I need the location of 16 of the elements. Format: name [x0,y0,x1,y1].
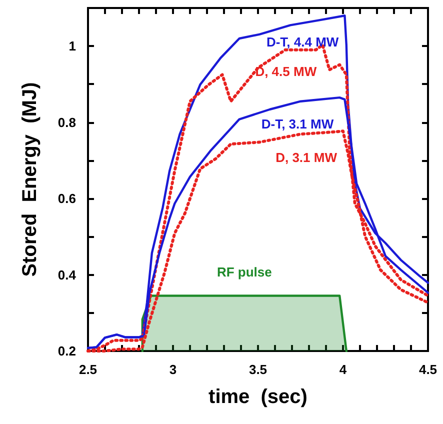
y-tick-label: 0.4 [58,267,77,282]
x-tick-label: 3.5 [248,362,268,377]
y-axis-title: Stored Energy (MJ) [19,82,41,277]
x-tick-label: 3 [169,362,177,377]
x-tick-label: 2.5 [78,362,98,377]
y-tick-label: 1 [68,38,76,54]
y-tick-label: 0.6 [58,191,76,206]
x-axis-title: time (sec) [208,386,308,408]
series-label: D-T, 4.4 MW [266,34,340,50]
y-tick-label: 0.8 [58,114,76,130]
x-tick-label: 4 [339,362,348,377]
series-label: D-T, 3.1 MW [261,116,334,132]
series-label: D, 3.1 MW [276,150,338,166]
x-tick-label: 4.5 [418,362,438,377]
series-label: RF pulse [216,264,272,280]
y-tick-label: 0.2 [58,344,76,358]
